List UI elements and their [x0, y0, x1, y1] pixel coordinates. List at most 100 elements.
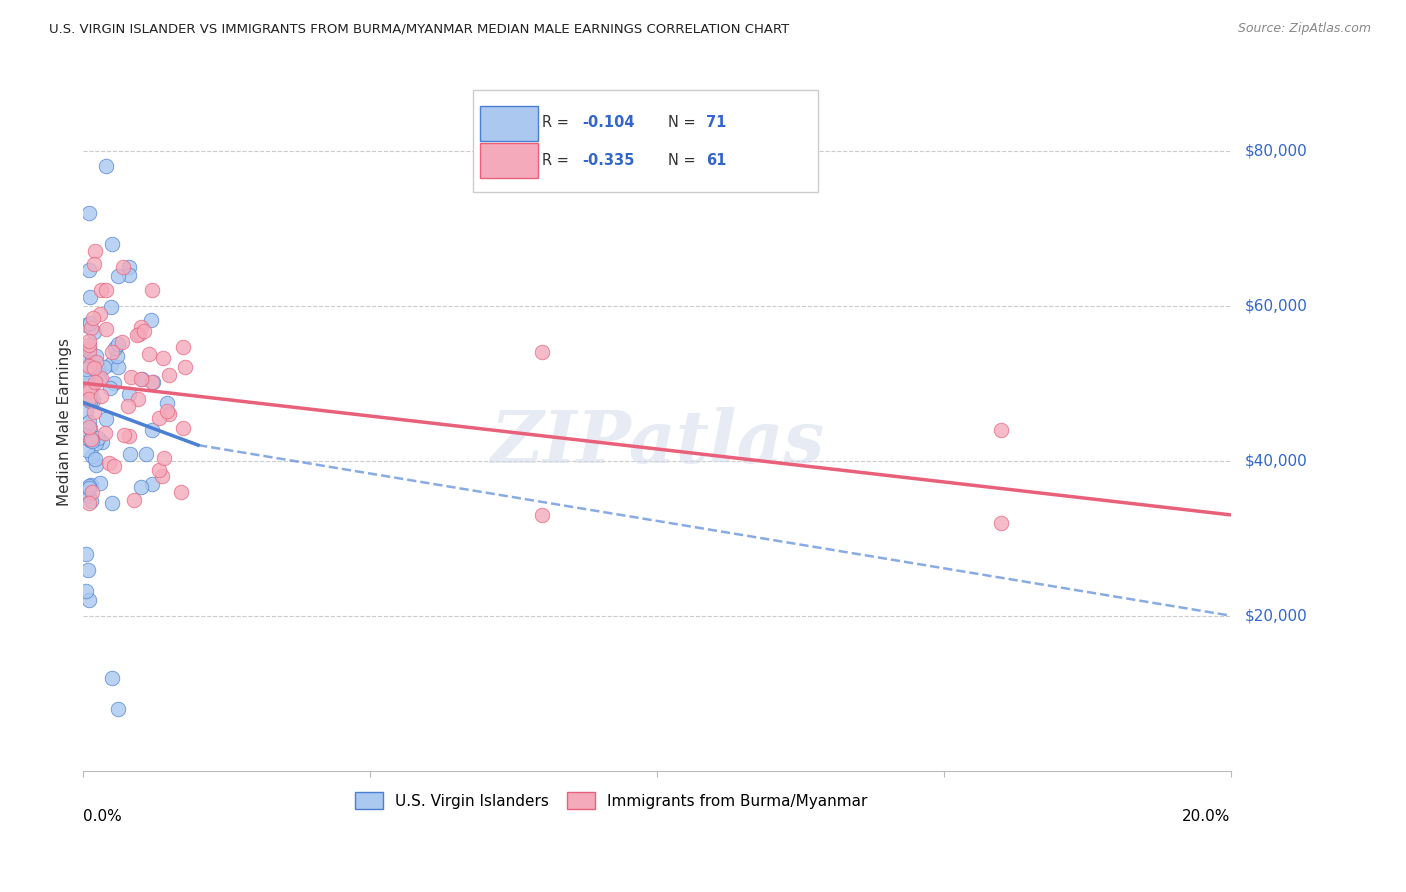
- Point: [77, 370, 100, 384]
- Point: [80, 493, 103, 508]
- Point: [79, 421, 101, 435]
- Point: [77, 359, 100, 374]
- Text: 0.0%: 0.0%: [83, 809, 122, 824]
- Point: [122, 493, 145, 508]
- Text: 20.0%: 20.0%: [1182, 809, 1230, 824]
- FancyBboxPatch shape: [481, 144, 537, 178]
- Point: [80, 449, 103, 463]
- Point: [83, 451, 105, 466]
- Point: [142, 375, 165, 389]
- Point: [77, 478, 100, 492]
- Point: [80, 432, 103, 446]
- Point: [118, 447, 141, 461]
- Point: [76, 442, 98, 457]
- Point: [96, 322, 118, 336]
- Point: [127, 392, 149, 407]
- Point: [531, 345, 554, 359]
- Text: Source: ZipAtlas.com: Source: ZipAtlas.com: [1237, 22, 1371, 36]
- Point: [82, 311, 104, 326]
- Point: [120, 370, 142, 384]
- Point: [79, 433, 101, 447]
- Point: [77, 593, 100, 607]
- Point: [152, 351, 174, 365]
- Point: [89, 367, 111, 381]
- Point: [107, 359, 129, 374]
- Point: [77, 420, 100, 434]
- Point: [89, 283, 111, 297]
- Point: [131, 372, 153, 386]
- Point: [104, 341, 127, 355]
- Point: [80, 434, 103, 448]
- Text: ZIPatlas: ZIPatlas: [489, 408, 824, 478]
- Point: [76, 563, 98, 577]
- Point: [89, 307, 111, 321]
- Point: [103, 376, 125, 391]
- Text: U.S. VIRGIN ISLANDER VS IMMIGRANTS FROM BURMA/MYANMAR MEDIAN MALE EARNINGS CORRE: U.S. VIRGIN ISLANDER VS IMMIGRANTS FROM …: [49, 22, 789, 36]
- Point: [84, 436, 107, 450]
- Point: [141, 283, 163, 297]
- Point: [129, 480, 152, 494]
- Point: [75, 362, 97, 376]
- Point: [75, 584, 97, 599]
- Point: [101, 236, 124, 251]
- Point: [125, 327, 148, 342]
- Point: [75, 422, 97, 436]
- Point: [79, 394, 101, 409]
- Point: [531, 508, 554, 522]
- Point: [100, 381, 122, 395]
- Point: [103, 459, 125, 474]
- Point: [148, 410, 170, 425]
- Point: [107, 268, 129, 283]
- Point: [82, 353, 104, 368]
- Point: [82, 392, 104, 407]
- Point: [83, 375, 105, 389]
- Point: [101, 496, 124, 510]
- Point: [990, 423, 1012, 437]
- Point: [156, 404, 179, 418]
- Point: [77, 334, 100, 349]
- Point: [129, 372, 152, 386]
- Point: [141, 476, 163, 491]
- Point: [173, 360, 195, 375]
- Text: R =: R =: [543, 153, 574, 168]
- Text: $20,000: $20,000: [1244, 608, 1308, 624]
- Point: [128, 326, 150, 341]
- Point: [129, 319, 152, 334]
- Point: [173, 421, 195, 435]
- Point: [141, 376, 163, 390]
- Point: [75, 404, 97, 418]
- Y-axis label: Median Male Earnings: Median Male Earnings: [58, 338, 72, 506]
- Text: 61: 61: [706, 153, 727, 168]
- Point: [107, 701, 129, 715]
- Point: [96, 412, 118, 426]
- Point: [77, 262, 100, 277]
- Point: [90, 371, 112, 385]
- Text: $40,000: $40,000: [1244, 453, 1308, 468]
- Point: [152, 469, 174, 483]
- Point: [159, 407, 181, 421]
- Point: [79, 321, 101, 335]
- Point: [80, 484, 103, 499]
- Point: [77, 384, 100, 399]
- Point: [157, 368, 180, 383]
- Point: [118, 387, 141, 401]
- Point: [87, 431, 110, 445]
- Point: [84, 355, 107, 369]
- Point: [77, 496, 100, 510]
- Point: [83, 325, 105, 339]
- Point: [76, 486, 98, 500]
- Point: [83, 405, 105, 419]
- Point: [79, 415, 101, 429]
- Point: [79, 290, 101, 304]
- Text: $80,000: $80,000: [1244, 143, 1308, 158]
- Point: [77, 338, 100, 352]
- Text: 71: 71: [706, 115, 727, 130]
- Point: [141, 423, 163, 437]
- Point: [101, 345, 124, 359]
- Point: [89, 475, 111, 490]
- Text: R =: R =: [543, 115, 574, 130]
- Point: [112, 260, 135, 274]
- Point: [107, 337, 129, 351]
- Point: [94, 426, 117, 441]
- Point: [156, 395, 179, 409]
